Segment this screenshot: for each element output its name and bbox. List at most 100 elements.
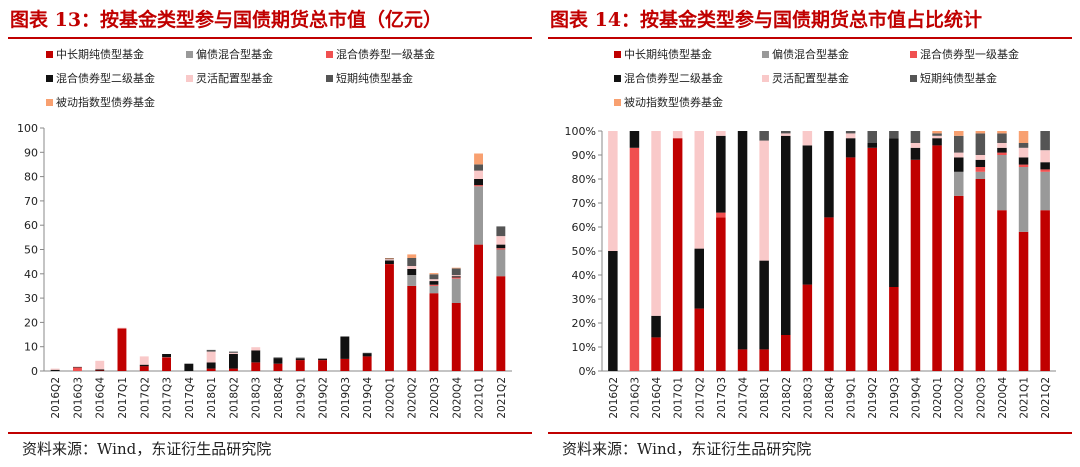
bar-segment [694, 248, 704, 309]
bar-segment [1018, 164, 1029, 167]
legend-swatch [762, 51, 769, 58]
bar-segment [385, 264, 394, 371]
x-tick-label: 2017Q3 [162, 377, 174, 419]
x-tick-label: 2020Q3 [975, 377, 987, 419]
legend-label: 混合债券型二级基金 [624, 71, 723, 85]
bar-segment [429, 293, 439, 371]
bar-segment [117, 327, 127, 329]
x-tick-label: 2020Q2 [407, 377, 419, 419]
bar-segment [340, 337, 350, 359]
bar-segment [273, 357, 283, 359]
legend-swatch [46, 75, 53, 82]
bar-segment [975, 159, 986, 167]
x-tick-label: 2016Q4 [95, 377, 107, 419]
bar-segment [206, 368, 216, 371]
legend-label: 中长期纯债型基金 [624, 47, 712, 61]
bar-segment [407, 275, 417, 286]
bar-segment [496, 276, 506, 371]
legend-swatch [910, 51, 917, 58]
source-note: 资料来源：Wind，东证衍生品研究院 [562, 440, 812, 458]
y-tick-label: 50% [572, 245, 596, 258]
source-rule [548, 432, 1072, 434]
bar-segment [496, 236, 506, 245]
bar-segment [867, 131, 877, 143]
bar-segment [385, 259, 394, 261]
y-tick-label: 0 [31, 365, 38, 378]
bar-segment [672, 131, 683, 139]
bar-segment [759, 349, 769, 371]
bar-segment [781, 131, 791, 134]
legend-swatch [762, 75, 769, 82]
y-tick-label: 70% [572, 197, 596, 210]
bar-segment [73, 367, 82, 371]
x-tick-label: 2018Q4 [824, 377, 836, 419]
bar-segment [229, 351, 238, 353]
bar-segment [295, 358, 305, 361]
chart-panel-value: 图表 13：按基金类型参与国债期货总市值（亿元） 中长期纯债型基金 偏债混合型基金… [8, 9, 532, 458]
bar-segment [295, 357, 305, 359]
x-tick-label: 2019Q1 [295, 377, 307, 419]
y-tick-label: 80% [572, 173, 596, 186]
bar-segment [496, 226, 506, 237]
y-tick-label: 100% [565, 125, 596, 138]
bar-segment [474, 179, 483, 186]
bar-segment [496, 244, 506, 249]
y-tick-label: 40 [24, 268, 38, 281]
bar-segment [997, 131, 1007, 134]
bar-segment [407, 268, 417, 275]
bar-segment [737, 349, 748, 371]
bar-segment [385, 260, 394, 264]
chart-title: 图表 13：按基金类型参与国债期货总市值（亿元） [10, 9, 443, 31]
bar-segment [117, 328, 127, 371]
bar-segment [50, 369, 60, 371]
bar-segment [139, 366, 149, 371]
bar-segment [759, 131, 769, 141]
bar-segment [997, 143, 1007, 148]
x-tick-label: 2019Q3 [889, 377, 901, 419]
bar-segment [273, 363, 283, 371]
legend-label: 被动指数型债券基金 [56, 95, 155, 109]
legend-swatch [614, 75, 621, 82]
bar-segment [407, 285, 417, 371]
legend-label: 灵活配置型基金 [196, 71, 273, 85]
bar-segment [781, 133, 791, 136]
bar-segment [975, 133, 986, 155]
bar-segment [824, 217, 834, 371]
bar-segment [1018, 231, 1029, 371]
bar-segment [139, 364, 149, 367]
y-tick-label: 90% [572, 149, 596, 162]
bar-segment [429, 279, 439, 281]
x-tick-label: 2018Q2 [228, 377, 240, 419]
bar-segment [651, 315, 661, 338]
bar-segment [997, 147, 1007, 153]
bar-segment [997, 155, 1007, 211]
bar-segment [781, 135, 791, 335]
bar-segment [932, 135, 942, 139]
bar-segment [932, 145, 942, 371]
bar-segment [997, 152, 1007, 155]
bar-segment [407, 254, 417, 258]
x-tick-label: 2021Q1 [474, 377, 486, 419]
bar-segment [845, 133, 856, 139]
x-tick-label: 2017Q3 [716, 377, 728, 419]
bar-segment [273, 358, 283, 364]
bar-segment [867, 147, 877, 371]
legend-label: 偏债混合型基金 [772, 47, 849, 61]
legend-label: 偏债混合型基金 [196, 47, 273, 61]
x-tick-label: 2020Q1 [384, 377, 396, 419]
x-tick-label: 2020Q1 [932, 377, 944, 419]
bar-segment [737, 131, 748, 350]
bar-segment [429, 274, 439, 280]
bar-segment [318, 360, 327, 371]
bar-segment [206, 349, 216, 352]
bar-segment [184, 363, 194, 371]
bar-segment [694, 131, 704, 249]
bar-segment [975, 171, 986, 179]
bar-segment [496, 248, 506, 250]
bar-segment [1040, 169, 1050, 172]
bar-segment [910, 159, 921, 371]
bar-segment [474, 186, 483, 245]
source-rule [8, 432, 532, 434]
x-tick-label: 2019Q2 [867, 377, 879, 419]
bar-segment [954, 135, 964, 153]
